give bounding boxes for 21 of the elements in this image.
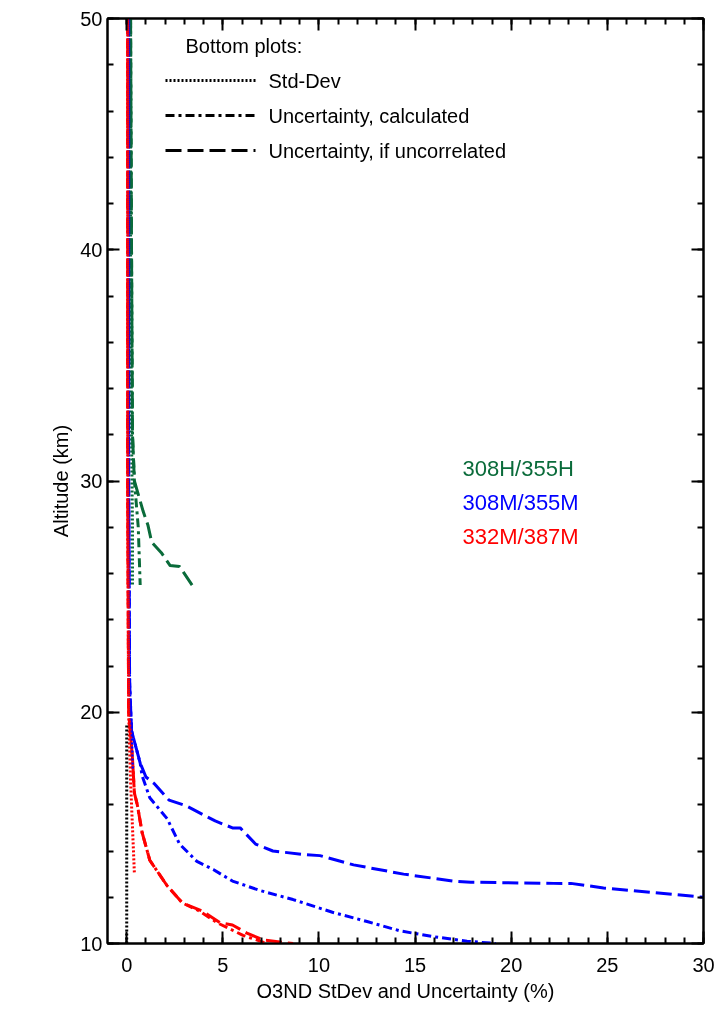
x-tick-label: 5 — [217, 953, 229, 976]
x-tick-label: 30 — [692, 953, 715, 976]
text: 308M/355M — [462, 490, 579, 515]
annotation: Uncertainty, if uncorrelated — [268, 139, 507, 162]
x-tick-label: 15 — [403, 953, 427, 976]
text: 308H/355H — [462, 456, 574, 481]
annotation: Uncertainty, calculated — [268, 104, 470, 127]
y-axis-title: Altitude (km) — [50, 424, 73, 538]
x-tick-label: 25 — [596, 953, 619, 976]
x-tick-label: 20 — [500, 953, 523, 976]
annotation: Std-Dev — [268, 69, 341, 92]
y-tick-label: 10 — [80, 932, 103, 955]
x-axis-title: O3ND StDev and Uncertainty (%) — [256, 979, 555, 1002]
y-tick-label: 20 — [80, 701, 103, 724]
y-tick-label: 50 — [80, 7, 103, 30]
legend-title: Bottom plots: — [185, 34, 303, 57]
x-tick-label: 0 — [121, 953, 133, 976]
y-tick-label: 40 — [80, 238, 103, 261]
x-tick-label: 10 — [307, 953, 331, 976]
y-tick-label: 30 — [80, 470, 103, 492]
text: 332M/387M — [462, 524, 579, 549]
